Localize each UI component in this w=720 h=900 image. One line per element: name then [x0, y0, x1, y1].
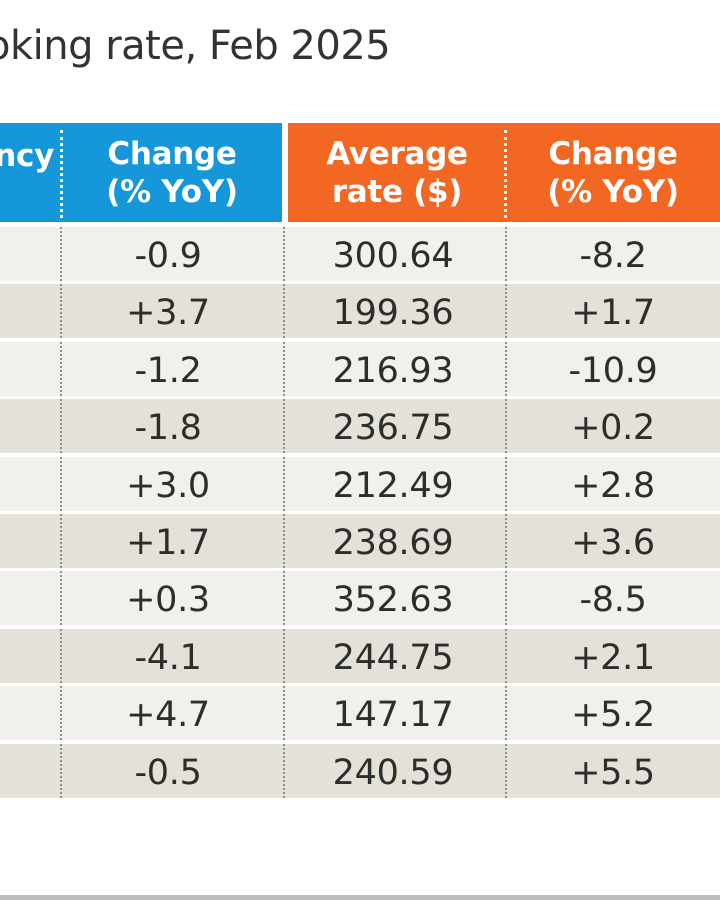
- header-occupancy-change: Change (% YoY): [62, 123, 282, 222]
- table-cell: +3.7: [126, 293, 210, 333]
- table-cell: 244.75: [332, 638, 454, 678]
- column-divider: [283, 514, 285, 568]
- table-row: -1.2 216.93 -10.9: [0, 342, 720, 396]
- table-cell: +1.7: [571, 293, 655, 333]
- column-divider: [283, 571, 285, 625]
- column-divider: [60, 284, 62, 338]
- table-cell: -4.1: [134, 638, 202, 678]
- table-cell: [0, 284, 60, 338]
- table-cell: +1.7: [126, 523, 210, 563]
- table-cell: [0, 629, 60, 683]
- table-row: +3.0 212.49 +2.8: [0, 457, 720, 511]
- column-divider: [283, 284, 285, 338]
- table-cell: [0, 227, 60, 281]
- column-divider: [505, 571, 507, 625]
- column-divider: [505, 744, 507, 798]
- column-divider: [283, 399, 285, 453]
- column-divider: [283, 457, 285, 511]
- header-average-rate: Average rate ($): [288, 123, 506, 222]
- table-cell: +5.5: [571, 753, 655, 793]
- column-divider: [60, 514, 62, 568]
- table-cell: -10.9: [568, 351, 658, 391]
- table-cell: 352.63: [332, 580, 454, 620]
- table-cell: [0, 514, 60, 568]
- table-cell: 240.59: [332, 753, 454, 793]
- table-cell: [0, 457, 60, 511]
- table-cell: +0.3: [126, 580, 210, 620]
- table-cell: +3.6: [571, 523, 655, 563]
- column-divider: [505, 227, 507, 281]
- column-divider: [283, 227, 285, 281]
- table-cell: -0.9: [134, 236, 202, 276]
- header-divider: [60, 130, 63, 218]
- column-divider: [505, 686, 507, 740]
- header-divider: [504, 130, 507, 218]
- table-cell: 300.64: [332, 236, 454, 276]
- column-divider: [60, 399, 62, 453]
- column-divider: [505, 342, 507, 396]
- table-row: +1.7 238.69 +3.6: [0, 514, 720, 568]
- table-cell: [0, 342, 60, 396]
- table-cell: [0, 686, 60, 740]
- column-divider: [505, 629, 507, 683]
- column-divider: [60, 686, 62, 740]
- table-cell: [0, 399, 60, 453]
- table-cell: -8.5: [579, 580, 647, 620]
- column-divider: [283, 342, 285, 396]
- column-divider: [505, 284, 507, 338]
- column-divider: [283, 629, 285, 683]
- column-divider: [60, 457, 62, 511]
- table-cell: 216.93: [332, 351, 454, 391]
- table-row: -4.1 244.75 +2.1: [0, 629, 720, 683]
- table-cell: -1.8: [134, 408, 202, 448]
- table-row: -1.8 236.75 +0.2: [0, 399, 720, 453]
- table-cell: +3.0: [126, 466, 210, 506]
- column-divider: [505, 514, 507, 568]
- table-cell: 199.36: [332, 293, 454, 333]
- table-cell: -0.5: [134, 753, 202, 793]
- table-row: -0.5 240.59 +5.5: [0, 744, 720, 798]
- column-divider: [60, 227, 62, 281]
- column-divider: [283, 744, 285, 798]
- bottom-rule: [0, 895, 720, 900]
- table-cell: [0, 571, 60, 625]
- table-cell: -8.2: [579, 236, 647, 276]
- column-divider: [505, 457, 507, 511]
- column-divider: [60, 342, 62, 396]
- header-occupancy: ncy: [0, 123, 62, 222]
- table-cell: +2.1: [571, 638, 655, 678]
- table-cell: 236.75: [332, 408, 454, 448]
- table-row: +0.3 352.63 -8.5: [0, 571, 720, 625]
- table-cell: 212.49: [332, 466, 454, 506]
- chart-title: oking rate, Feb 2025: [0, 23, 391, 69]
- table-cell: +4.7: [126, 695, 210, 735]
- table-cell: +5.2: [571, 695, 655, 735]
- table-cell: 147.17: [332, 695, 454, 735]
- table-row: +4.7 147.17 +5.2: [0, 686, 720, 740]
- column-divider: [283, 686, 285, 740]
- column-divider: [505, 399, 507, 453]
- table-row: -0.9 300.64 -8.2: [0, 227, 720, 281]
- table-cell: +2.8: [571, 466, 655, 506]
- column-divider: [60, 744, 62, 798]
- column-divider: [60, 571, 62, 625]
- table-cell: +0.2: [571, 408, 655, 448]
- table-row: +3.7 199.36 +1.7: [0, 284, 720, 338]
- header-rate-change: Change (% YoY): [506, 123, 720, 222]
- table-cell: 238.69: [332, 523, 454, 563]
- column-divider: [60, 629, 62, 683]
- table-cell: -1.2: [134, 351, 202, 391]
- table-cell: [0, 744, 60, 798]
